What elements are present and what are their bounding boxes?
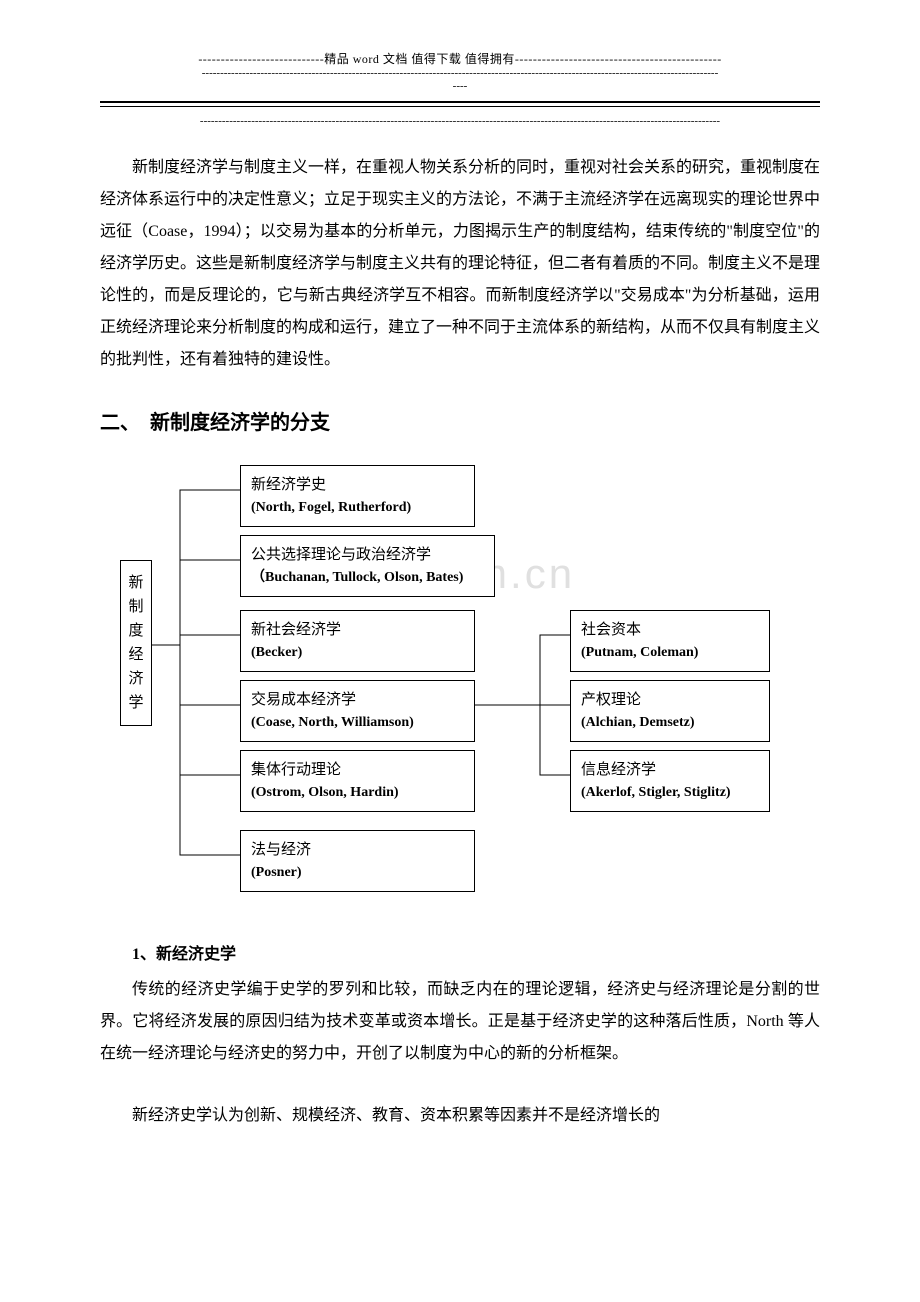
header-line-3: ---- — [100, 80, 820, 93]
branch-title: 社会资本 — [581, 619, 759, 642]
branch-box-r1: 社会资本 (Putnam, Coleman) — [570, 610, 770, 672]
branch-authors: (Becker) — [251, 642, 464, 663]
branch-authors: (Putnam, Coleman) — [581, 642, 759, 663]
branch-box-5: 集体行动理论 (Ostrom, Olson, Hardin) — [240, 750, 475, 812]
page-header: ----------------------------精品 word 文档 值… — [100, 50, 820, 127]
branch-box-4: 交易成本经济学 (Coase, North, Williamson) — [240, 680, 475, 742]
root-char: 济 — [126, 667, 146, 691]
branch-title: 信息经济学 — [581, 759, 759, 782]
branch-title: 新社会经济学 — [251, 619, 464, 642]
branch-box-1: 新经济学史 (North, Fogel, Rutherford) — [240, 465, 475, 527]
section-heading: 二、 新制度经济学的分支 — [100, 406, 820, 435]
branch-title: 交易成本经济学 — [251, 689, 464, 712]
branch-box-6: 法与经济 (Posner) — [240, 830, 475, 892]
header-line-4: ----------------------------------------… — [100, 115, 820, 127]
branch-authors: (Coase, North, Williamson) — [251, 712, 464, 733]
branch-authors: (Akerlof, Stigler, Stiglitz) — [581, 782, 759, 803]
branch-box-2: 公共选择理论与政治经济学 （Buchanan, Tullock, Olson, … — [240, 535, 495, 597]
branch-authors: (North, Fogel, Rutherford) — [251, 497, 464, 518]
branch-title: 法与经济 — [251, 839, 464, 862]
branch-title: 集体行动理论 — [251, 759, 464, 782]
branch-authors: (Alchian, Demsetz) — [581, 712, 759, 733]
branch-box-3: 新社会经济学 (Becker) — [240, 610, 475, 672]
root-char: 度 — [126, 619, 146, 643]
branch-title: 公共选择理论与政治经济学 — [251, 544, 484, 567]
intro-paragraph: 新制度经济学与制度主义一样，在重视人物关系分析的同时，重视对社会关系的研究，重视… — [100, 152, 820, 376]
header-line-1: ----------------------------精品 word 文档 值… — [100, 50, 820, 67]
body-paragraph-3: 新经济史学认为创新、规模经济、教育、资本积累等因素并不是经济增长的 — [100, 1100, 820, 1132]
root-char: 经 — [126, 643, 146, 667]
branch-title: 产权理论 — [581, 689, 759, 712]
branch-title: 新经济学史 — [251, 474, 464, 497]
root-char: 制 — [126, 595, 146, 619]
branch-authors: （Buchanan, Tullock, Olson, Bates) — [251, 567, 484, 588]
branch-authors: (Posner) — [251, 862, 464, 883]
body-paragraph-2: 传统的经济史学编于史学的罗列和比较，而缺乏内在的理论逻辑，经济史与经济理论是分割… — [100, 974, 820, 1070]
branches-diagram: 新 制 度 经 济 学 新经济学史 (North, Fogel, Rutherf… — [120, 460, 820, 910]
branch-authors: (Ostrom, Olson, Hardin) — [251, 782, 464, 803]
root-char: 新 — [126, 571, 146, 595]
header-line-2: ----------------------------------------… — [100, 67, 820, 80]
header-rule — [100, 101, 820, 107]
root-char: 学 — [126, 691, 146, 715]
branch-box-r3: 信息经济学 (Akerlof, Stigler, Stiglitz) — [570, 750, 770, 812]
branch-box-r2: 产权理论 (Alchian, Demsetz) — [570, 680, 770, 742]
diagram-root: 新 制 度 经 济 学 — [120, 560, 152, 726]
subsection-title: 1、新经济史学 — [132, 940, 820, 964]
